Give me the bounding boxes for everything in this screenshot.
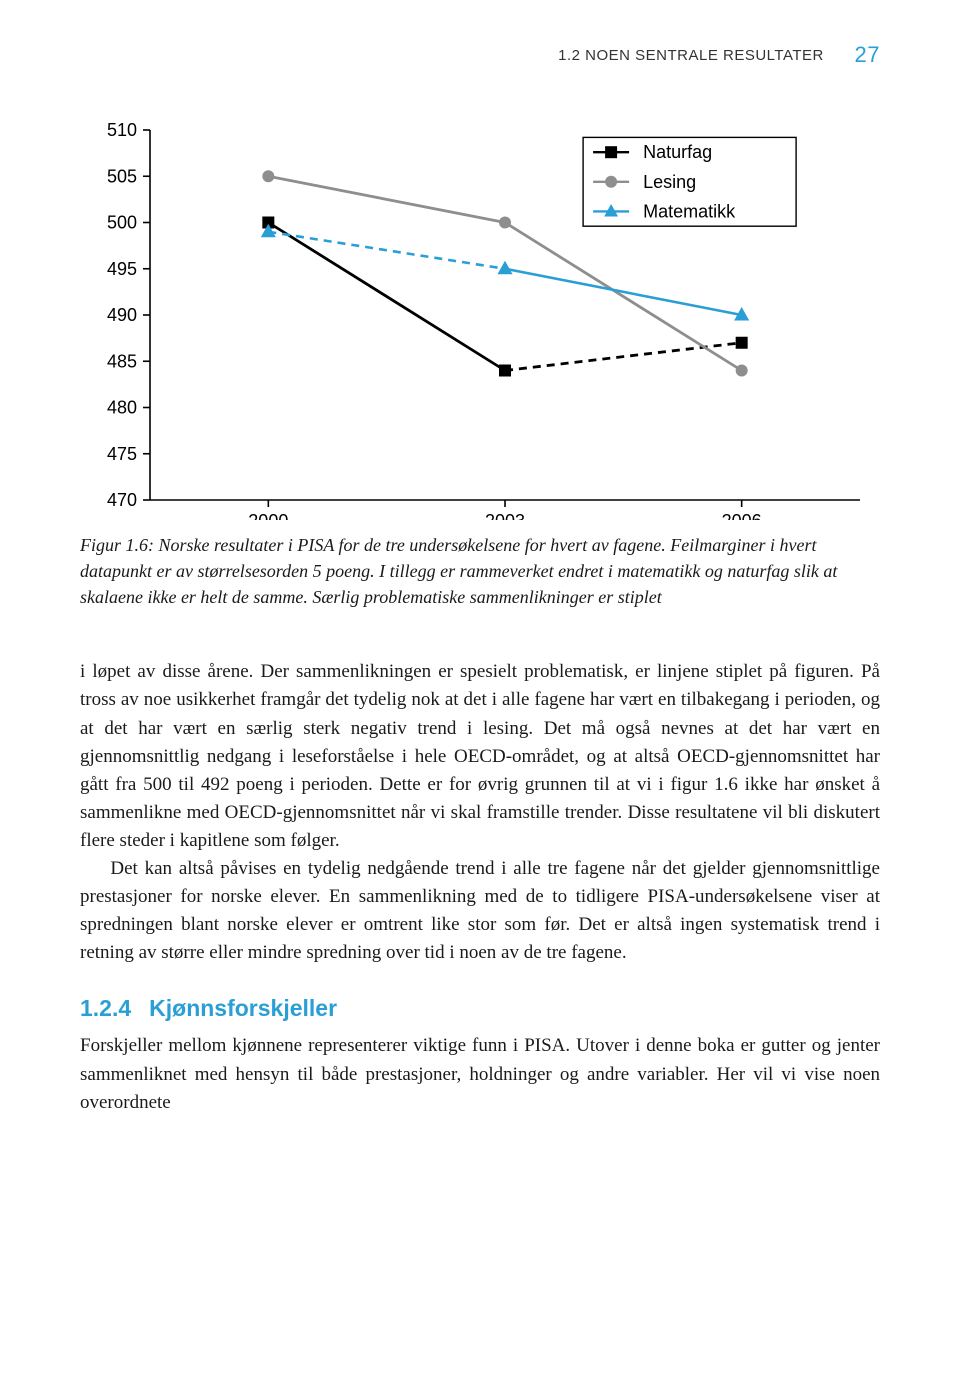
svg-text:Naturfag: Naturfag <box>643 142 712 162</box>
svg-text:505: 505 <box>107 166 137 186</box>
svg-text:2006: 2006 <box>722 511 762 520</box>
svg-text:475: 475 <box>107 444 137 464</box>
section-body: Forskjeller mellom kjønnene representere… <box>80 1032 880 1116</box>
running-header: 1.2 NOEN SENTRALE RESULTATER 27 <box>558 42 880 68</box>
svg-text:485: 485 <box>107 351 137 371</box>
paragraph-1: i løpet av disse årene. Der sammenliknin… <box>80 658 880 855</box>
page-number: 27 <box>855 42 880 67</box>
svg-text:470: 470 <box>107 490 137 510</box>
svg-text:Matematikk: Matematikk <box>643 201 736 221</box>
paragraph-2: Det kan altså påvises en tydelig nedgåen… <box>80 855 880 967</box>
figure-caption: Figur 1.6: Norske resultater i PISA for … <box>80 532 880 610</box>
svg-text:480: 480 <box>107 398 137 418</box>
svg-text:500: 500 <box>107 213 137 233</box>
svg-text:490: 490 <box>107 305 137 325</box>
section-title: Kjønnsforskjeller <box>149 995 337 1021</box>
svg-text:510: 510 <box>107 120 137 140</box>
figure-caption-text: Norske resultater i PISA for de tre unde… <box>80 535 837 607</box>
svg-text:2003: 2003 <box>485 511 525 520</box>
figure-number: Figur 1.6: <box>80 535 154 555</box>
section-number: 1.2.4 <box>80 995 131 1021</box>
section-heading: 1.2.4 Kjønnsforskjeller <box>80 995 880 1022</box>
svg-text:2000: 2000 <box>248 511 288 520</box>
section-paragraph: Forskjeller mellom kjønnene representere… <box>80 1032 880 1116</box>
svg-text:Lesing: Lesing <box>643 172 696 192</box>
body-text: i løpet av disse årene. Der sammenliknin… <box>80 658 880 967</box>
svg-text:495: 495 <box>107 259 137 279</box>
header-section-label: 1.2 NOEN SENTRALE RESULTATER <box>558 47 824 64</box>
chart-svg: 470 475 480 485 490 495 500 505 510 2000 2003 2006 N… <box>80 120 880 520</box>
figure-chart: 470 475 480 485 490 495 500 505 510 2000 2003 2006 N… <box>80 120 880 520</box>
